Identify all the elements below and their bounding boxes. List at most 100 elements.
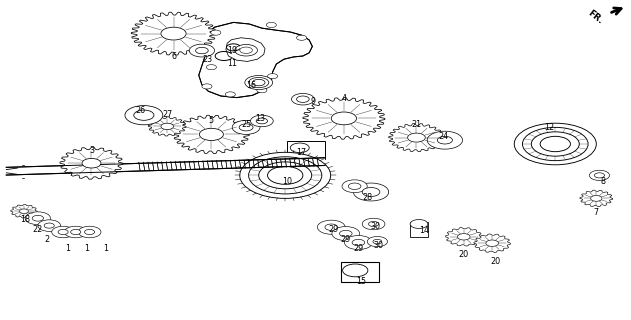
Circle shape — [202, 84, 212, 89]
Text: 5: 5 — [209, 116, 214, 124]
Circle shape — [252, 79, 265, 86]
Text: 22: 22 — [33, 225, 43, 234]
Circle shape — [531, 132, 579, 156]
Circle shape — [257, 88, 267, 93]
Text: 12: 12 — [544, 123, 554, 132]
Circle shape — [32, 215, 44, 221]
Text: 24: 24 — [438, 132, 448, 140]
Circle shape — [540, 136, 570, 152]
Circle shape — [161, 123, 174, 130]
Text: 1: 1 — [85, 244, 90, 253]
Circle shape — [292, 93, 314, 105]
Circle shape — [369, 221, 379, 227]
Text: 29: 29 — [328, 225, 338, 234]
Text: 26: 26 — [135, 106, 145, 115]
Text: FR.: FR. — [586, 8, 604, 25]
Polygon shape — [303, 98, 385, 139]
Text: 13: 13 — [255, 114, 265, 123]
Text: 2: 2 — [45, 235, 50, 244]
Circle shape — [134, 110, 154, 120]
Bar — [287, 141, 325, 159]
Text: 8: 8 — [600, 177, 605, 186]
Circle shape — [251, 115, 273, 127]
Circle shape — [486, 240, 498, 246]
Text: 20: 20 — [490, 257, 500, 266]
Circle shape — [332, 227, 360, 241]
Circle shape — [206, 65, 216, 70]
Text: 1: 1 — [66, 244, 71, 253]
Circle shape — [161, 27, 186, 40]
Text: 30: 30 — [370, 222, 380, 231]
Circle shape — [339, 230, 352, 237]
Circle shape — [58, 229, 68, 235]
Circle shape — [71, 229, 81, 235]
Text: 28: 28 — [362, 193, 372, 202]
Circle shape — [297, 96, 309, 102]
Circle shape — [196, 47, 208, 54]
Circle shape — [342, 180, 367, 193]
Circle shape — [331, 112, 357, 125]
Circle shape — [410, 220, 428, 228]
Polygon shape — [131, 12, 216, 55]
Circle shape — [240, 152, 331, 198]
Text: 19: 19 — [227, 46, 237, 55]
Text: 23: 23 — [202, 55, 212, 64]
Text: 15: 15 — [356, 277, 366, 286]
Circle shape — [125, 106, 163, 125]
Circle shape — [457, 234, 470, 240]
Circle shape — [427, 131, 463, 149]
Circle shape — [235, 44, 257, 56]
Polygon shape — [6, 158, 325, 175]
Circle shape — [408, 133, 425, 142]
Polygon shape — [474, 234, 510, 252]
Circle shape — [85, 229, 95, 235]
Circle shape — [245, 76, 273, 90]
Circle shape — [249, 157, 322, 194]
Circle shape — [189, 44, 215, 57]
Text: 18: 18 — [20, 215, 30, 224]
Circle shape — [290, 143, 309, 153]
Circle shape — [589, 170, 610, 180]
Circle shape — [82, 158, 101, 168]
Text: 7: 7 — [594, 208, 599, 217]
Polygon shape — [199, 22, 312, 98]
Circle shape — [52, 226, 74, 238]
Circle shape — [367, 236, 387, 247]
Circle shape — [44, 223, 54, 228]
Circle shape — [591, 196, 602, 201]
Circle shape — [240, 47, 252, 53]
Bar — [410, 222, 428, 237]
Circle shape — [199, 128, 223, 140]
Circle shape — [256, 118, 268, 124]
Circle shape — [20, 209, 28, 213]
Circle shape — [362, 188, 380, 196]
Circle shape — [514, 123, 596, 165]
Circle shape — [297, 35, 307, 40]
Circle shape — [348, 183, 361, 189]
Polygon shape — [60, 147, 123, 179]
Circle shape — [373, 239, 382, 244]
Text: 10: 10 — [282, 177, 292, 186]
Circle shape — [78, 226, 101, 238]
Text: 29: 29 — [353, 244, 363, 252]
Polygon shape — [11, 204, 37, 218]
Circle shape — [268, 74, 278, 79]
Polygon shape — [148, 117, 186, 136]
Polygon shape — [174, 115, 249, 154]
Text: 14: 14 — [419, 226, 429, 235]
Polygon shape — [226, 38, 265, 61]
Text: 4: 4 — [341, 94, 346, 103]
Text: 30: 30 — [374, 241, 384, 250]
Circle shape — [232, 120, 260, 134]
Bar — [341, 262, 379, 282]
Text: 29: 29 — [341, 235, 351, 244]
Circle shape — [259, 162, 312, 189]
Circle shape — [594, 173, 604, 178]
Text: 20: 20 — [459, 250, 469, 259]
Text: 25: 25 — [241, 120, 251, 129]
Polygon shape — [389, 124, 444, 152]
Circle shape — [362, 218, 385, 230]
Circle shape — [249, 77, 269, 88]
Polygon shape — [580, 190, 613, 207]
Circle shape — [266, 22, 276, 28]
